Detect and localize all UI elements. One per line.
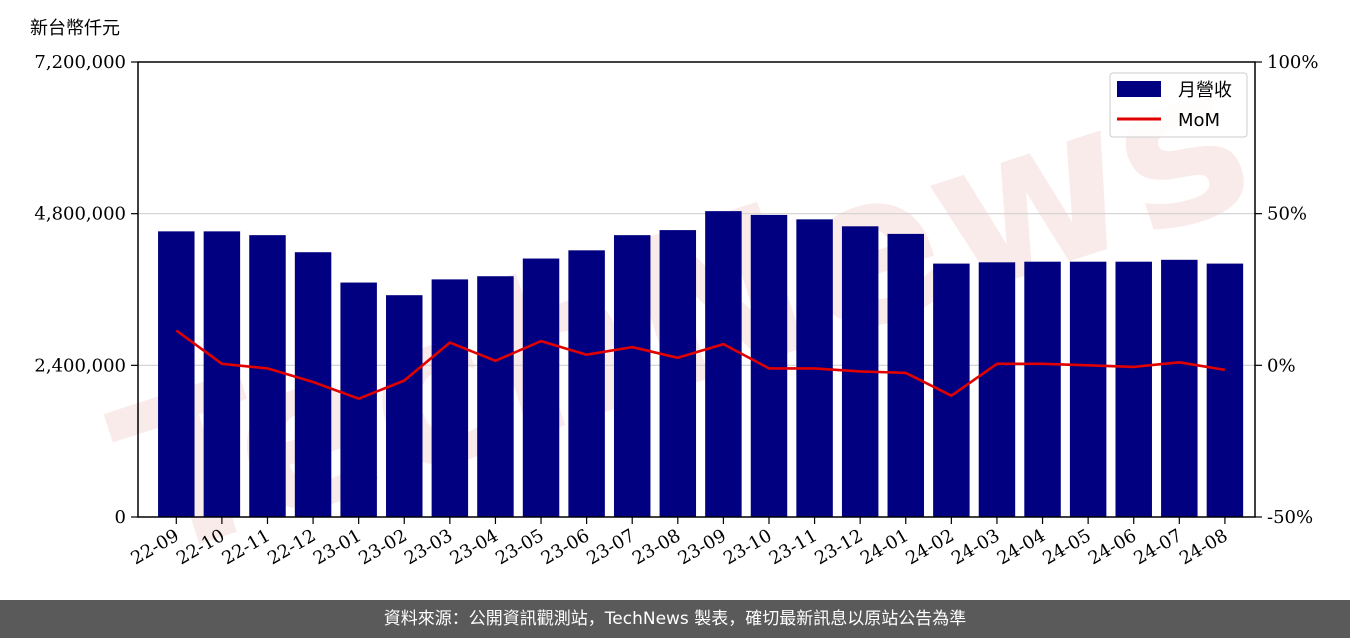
right-tick-label: 100% [1267, 52, 1318, 73]
bar-24-08 [1206, 263, 1244, 517]
bar-23-08 [659, 230, 697, 517]
left-tick-label: 2,400,000 [34, 355, 126, 376]
bar-23-02 [386, 295, 423, 517]
left-axis-ticks: 0 2,400,000 4,800,000 7,200,000 [34, 52, 138, 528]
mom-line [175, 329, 1226, 401]
x-tick-label: 23-06 [538, 525, 593, 569]
x-tick-label: 24-06 [1085, 525, 1140, 569]
left-tick-label: 7,200,000 [34, 52, 126, 73]
bar-23-10 [750, 214, 788, 518]
x-tick-label: 24-04 [994, 525, 1049, 569]
bar-23-06 [568, 250, 605, 517]
bar-24-03 [978, 262, 1016, 517]
x-tick-label: 24-01 [857, 525, 912, 569]
right-tick-label: 0% [1267, 355, 1296, 376]
bar-24-05 [1069, 261, 1107, 517]
x-tick-label: 23-11 [766, 525, 821, 569]
bar-24-06 [1115, 261, 1152, 517]
bar-23-07 [613, 235, 651, 517]
bar-24-01 [887, 233, 925, 517]
bar-24-07 [1161, 259, 1198, 517]
bar-22-10 [203, 231, 241, 517]
x-tick-label: 24-07 [1130, 525, 1185, 569]
x-tick-label: 23-04 [447, 525, 502, 569]
x-tick-label: 23-12 [811, 525, 866, 569]
legend-swatch-bar [1117, 81, 1161, 97]
plot-frame [137, 61, 1256, 518]
unit-label: 新台幣仟元 [30, 18, 120, 39]
right-tick-label: -50% [1267, 507, 1313, 528]
bar-23-09 [705, 211, 742, 517]
x-tick-label: 23-03 [401, 525, 456, 569]
footer-source-note: 資料來源：公開資訊觀測站，TechNews 製表，確切最新訊息以原站公告為準 [0, 600, 1350, 638]
bar-22-11 [249, 235, 286, 517]
x-tick-label: 23-05 [492, 525, 547, 569]
right-axis-ticks: -50% 0% 50% 100% [1255, 52, 1318, 528]
mom-line-series [175, 329, 1226, 401]
right-tick-label: 50% [1267, 204, 1307, 225]
x-tick-label: 24-03 [948, 525, 1003, 569]
x-tick-label: 23-09 [674, 525, 729, 569]
x-tick-label: 23-10 [720, 525, 775, 569]
left-tick-label: 4,800,000 [34, 204, 126, 225]
x-tick-label: 24-02 [902, 525, 957, 569]
x-tick-label: 23-08 [629, 525, 684, 569]
x-tick-label: 24-08 [1176, 525, 1231, 569]
bar-22-09 [158, 231, 195, 517]
bar-23-04 [477, 276, 514, 517]
bar-22-12 [294, 252, 332, 517]
bar-series [158, 211, 1244, 518]
x-tick-label: 24-05 [1039, 525, 1094, 569]
left-tick-label: 0 [115, 507, 126, 528]
legend: 月營收 MoM [1109, 72, 1248, 138]
legend-label-mom: MoM [1178, 110, 1220, 131]
bar-23-05 [522, 258, 560, 517]
bar-23-03 [431, 279, 469, 517]
legend-label-revenue: 月營收 [1178, 80, 1232, 101]
bar-24-04 [1024, 261, 1061, 517]
x-tick-label: 23-07 [583, 525, 638, 569]
